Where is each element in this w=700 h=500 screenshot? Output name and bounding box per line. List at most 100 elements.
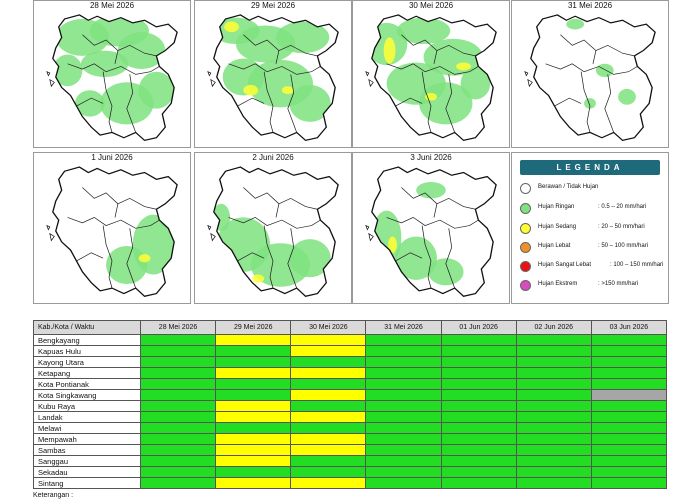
rain-area — [281, 86, 294, 95]
forecast-cell — [215, 389, 292, 401]
region-name: Mempawah — [33, 433, 141, 445]
forecast-cell — [590, 389, 668, 401]
rainfall-map-5 — [38, 163, 186, 299]
forecast-cell — [139, 389, 217, 401]
table-header-region: Kab./Kota / Waktu — [33, 320, 141, 335]
forecast-cell — [139, 477, 217, 489]
map-svg-1 — [46, 14, 178, 142]
legend-label-cloudy: Berawan / Tidak Hujan — [538, 184, 599, 190]
regency-border — [545, 63, 638, 75]
forecast-cell — [440, 444, 517, 456]
forecast-cell — [515, 367, 592, 379]
map-svg-6 — [207, 166, 339, 297]
regency-border — [386, 63, 479, 75]
regency-border — [386, 217, 479, 229]
rain-area — [106, 245, 148, 285]
forecast-cell — [515, 466, 592, 478]
rain-area — [618, 88, 636, 105]
regency-border — [114, 203, 119, 218]
forecast-cell — [215, 334, 292, 346]
forecast-cell — [590, 444, 668, 456]
forecast-cell — [590, 455, 668, 467]
regency-border — [604, 74, 615, 133]
rain-area — [252, 274, 265, 283]
forecast-cell — [515, 444, 592, 456]
legend-swatch-moderate — [520, 223, 531, 234]
regency-border — [395, 97, 423, 107]
rain-area — [395, 236, 437, 280]
map-date-6: 2 Juni 2026 — [252, 153, 294, 162]
legend-swatch-cloudy — [520, 183, 531, 194]
forecast-cell — [590, 433, 668, 445]
regency-border — [287, 228, 298, 289]
forecast-cell — [139, 367, 217, 379]
region-name: Bengkayang — [33, 334, 141, 346]
regency-border — [114, 50, 119, 64]
region-name: Kota Singkawang — [33, 389, 141, 401]
map-panel-5: 1 Juni 2026 — [33, 152, 191, 304]
forecast-cell — [590, 466, 668, 478]
forecast-cell — [440, 422, 517, 434]
forecast-cell — [139, 356, 217, 368]
legend-label-extreme: Hujan Ekstrem — [538, 281, 578, 287]
forecast-cell — [290, 466, 367, 478]
legend-item-heavy: Hujan Lebat : 50 – 100 mm/hari — [520, 242, 670, 256]
legend-label-very-heavy: Hujan Sangat Lebat — [538, 262, 592, 268]
forecast-cell — [515, 411, 592, 423]
forecast-cell — [215, 455, 292, 467]
table-body: Bengkayang Kapuas Hulu Kayong Utara Ketapan… — [33, 334, 668, 489]
table-header-date: 28 Mei 2026 — [139, 320, 217, 335]
forecast-cell — [515, 422, 592, 434]
forecast-cell — [139, 378, 217, 390]
forecast-cell — [365, 466, 442, 478]
forecast-cell — [515, 356, 592, 368]
forecast-cell — [440, 400, 517, 412]
rain-area — [275, 21, 330, 54]
coast-islands — [46, 224, 55, 242]
map-date-2: 29 Mei 2026 — [250, 1, 296, 10]
forecast-cell — [290, 400, 367, 412]
map-date-5: 1 Juni 2026 — [91, 153, 133, 162]
rainfall-map-4 — [516, 11, 664, 143]
forecast-cell — [515, 400, 592, 412]
forecast-cell — [515, 477, 592, 489]
legend-range-very-heavy: : 100 – 150 mm/hari — [610, 262, 664, 268]
region-name: Melawi — [33, 422, 141, 434]
forecast-cell — [590, 334, 668, 346]
regency-border — [263, 71, 274, 133]
forecast-cell — [365, 422, 442, 434]
rain-area — [75, 90, 105, 117]
coast-islands — [207, 71, 216, 88]
forecast-cell — [139, 400, 217, 412]
legend-range-light: : 0.5 – 20 mm/hari — [598, 204, 647, 210]
table-row: Sintang — [33, 477, 668, 489]
forecast-cell — [290, 422, 367, 434]
map-panel-6: 2 Juni 2026 — [194, 152, 352, 304]
regency-border — [445, 74, 456, 133]
region-name: Kayong Utara — [33, 356, 141, 368]
table-row: Landak — [33, 411, 668, 423]
province-outline — [213, 166, 339, 297]
rainfall-map-3 — [357, 11, 505, 143]
forecast-cell — [215, 400, 292, 412]
rain-area — [566, 18, 585, 30]
table-row: Kota Pontianak — [33, 378, 668, 390]
legend-range-heavy: : 50 – 100 mm/hari — [598, 243, 649, 249]
legend-swatch-extreme — [520, 280, 531, 291]
rainfall-map-1 — [38, 11, 186, 143]
forecast-cell — [590, 411, 668, 423]
legend-item-moderate: Hujan Sedang : 20 – 50 mm/hari — [520, 223, 670, 237]
rain-area — [456, 62, 471, 71]
province-outline — [530, 14, 656, 142]
forecast-cell — [590, 345, 668, 357]
rain-area — [243, 84, 259, 96]
rain-area — [388, 236, 397, 253]
forecast-cell — [365, 334, 442, 346]
forecast-cell — [590, 422, 668, 434]
regency-border — [102, 225, 113, 289]
forecast-cell — [440, 334, 517, 346]
region-name: Kapuas Hulu — [33, 345, 141, 357]
rain-area — [416, 182, 446, 199]
land-shape — [530, 14, 656, 141]
legend-label-heavy: Hujan Lebat — [538, 243, 571, 249]
